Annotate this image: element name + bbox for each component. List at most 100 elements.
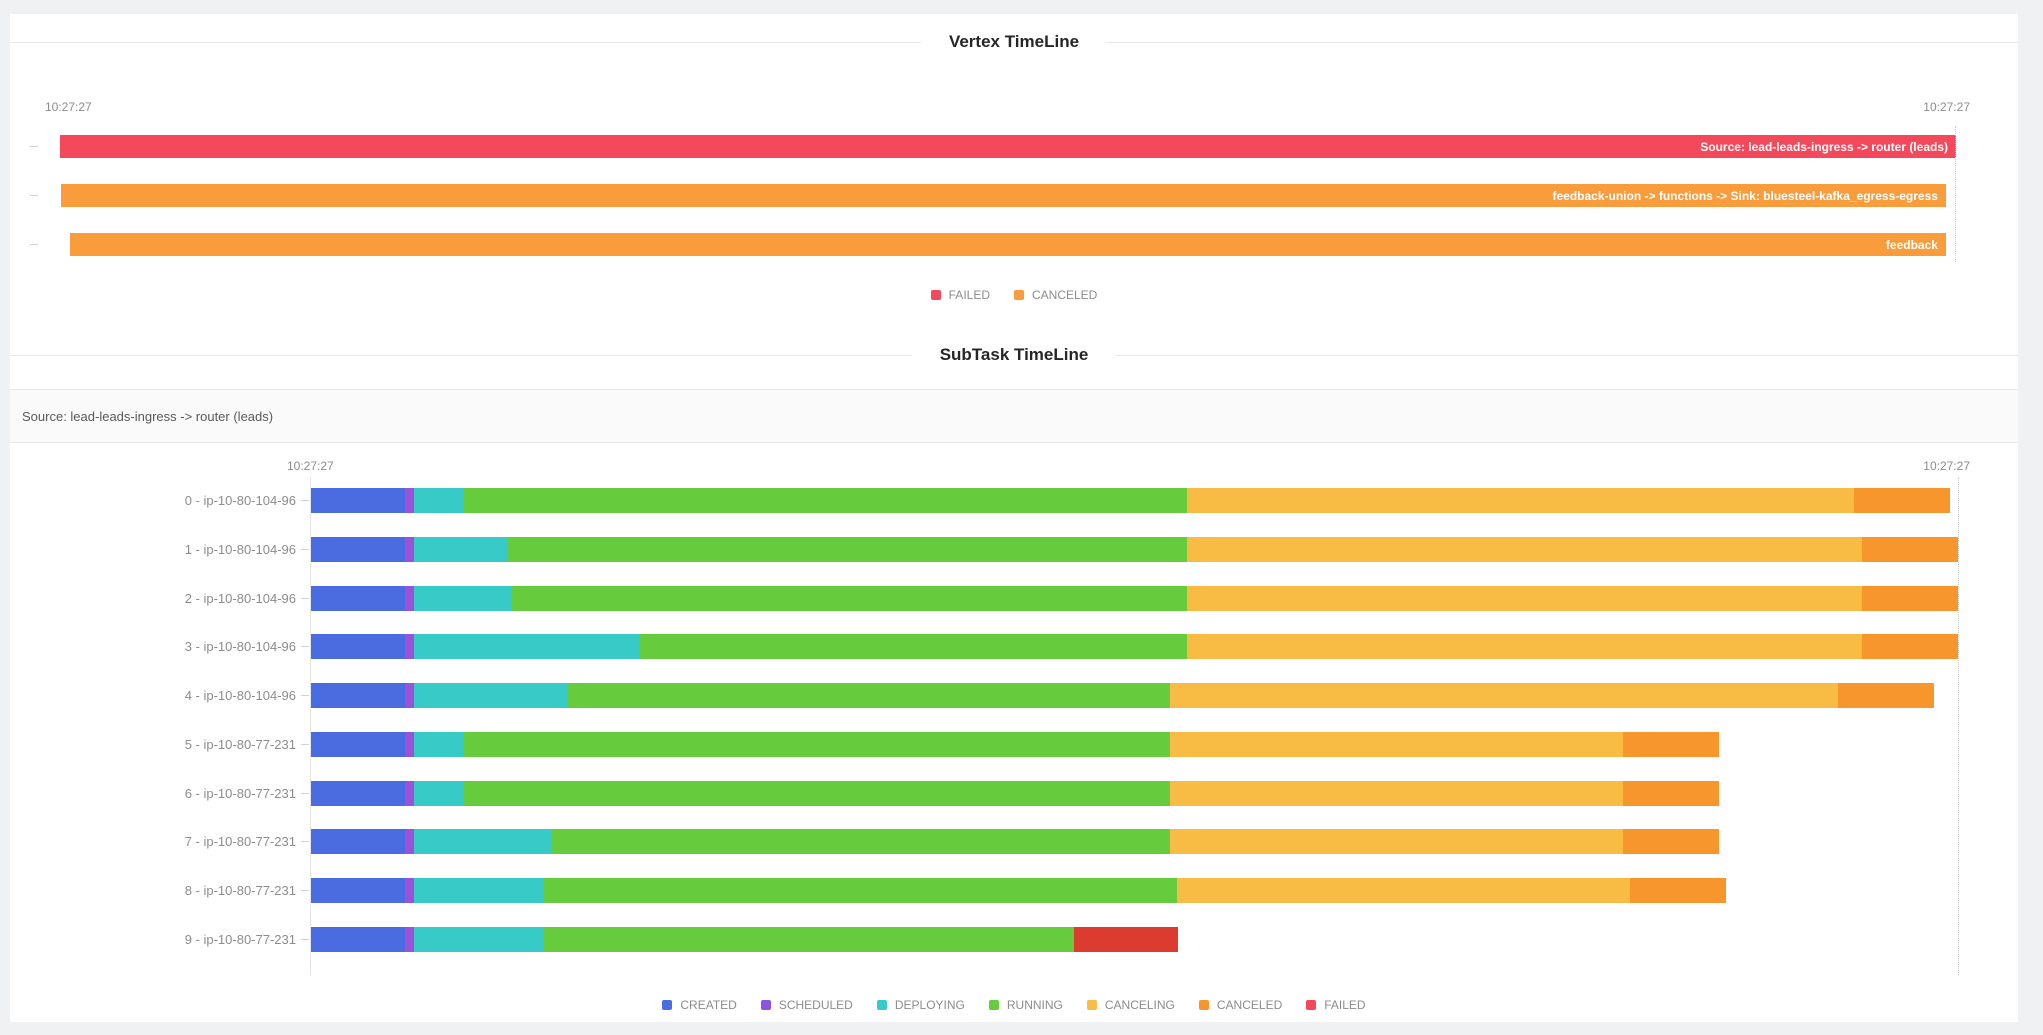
subtask-segment-canceled[interactable]: [1854, 488, 1950, 513]
subtask-segment-created[interactable]: [311, 829, 405, 854]
subtask-row-labels: 0 - ip-10-80-104-96 1 - ip-10-80-104-96 2 …: [60, 488, 296, 953]
subtask-row-label: 0 - ip-10-80-104-96: [184, 493, 296, 508]
subtask-segment-canceling[interactable]: [1169, 683, 1839, 708]
subtask-segment-scheduled[interactable]: [404, 781, 414, 806]
subtask-axis-end-dotted-line: [1958, 477, 1959, 975]
legend-item-created[interactable]: CREATED: [662, 998, 737, 1012]
legend-item-failed[interactable]: FAILED: [1306, 998, 1366, 1012]
subtask-segment-deploying[interactable]: [413, 634, 639, 659]
subtask-segment-deploying[interactable]: [413, 829, 551, 854]
legend-item-scheduled[interactable]: SCHEDULED: [760, 998, 853, 1012]
subtask-segment-running[interactable]: [462, 488, 1187, 513]
subtask-row: [311, 488, 1958, 513]
legend-label: FAILED: [1324, 998, 1366, 1012]
subtask-segment-created[interactable]: [311, 781, 405, 806]
subtask-segment-deploying[interactable]: [413, 537, 508, 562]
legend-label: RUNNING: [1006, 998, 1063, 1012]
legend-swatch: [1086, 1000, 1097, 1010]
subtask-segment-canceled[interactable]: [1861, 537, 1958, 562]
subtask-row-label: 2 - ip-10-80-104-96: [184, 591, 296, 606]
subtask-segment-scheduled[interactable]: [404, 732, 414, 757]
subtask-segment-running[interactable]: [542, 927, 1074, 952]
subtask-segment-canceling[interactable]: [1186, 537, 1862, 562]
subtask-row-label: 7 - ip-10-80-77-231: [184, 834, 296, 849]
subtask-segment-scheduled[interactable]: [404, 488, 414, 513]
subtask-segment-created[interactable]: [311, 488, 405, 513]
subtask-segment-created[interactable]: [311, 586, 405, 611]
subtask-row: [311, 927, 1958, 952]
vertex-bar[interactable]: feedback: [70, 233, 1946, 256]
subtask-row: [311, 586, 1958, 611]
axis-tick-dash: [301, 695, 309, 696]
timeline-card: [10, 14, 2018, 1022]
subtask-segment-created[interactable]: [311, 878, 405, 903]
subtask-segment-canceled[interactable]: [1861, 586, 1958, 611]
subtask-segment-canceled[interactable]: [1623, 829, 1720, 854]
subtask-segment-canceled[interactable]: [1861, 634, 1958, 659]
subtask-segment-scheduled[interactable]: [404, 634, 414, 659]
subtask-section-divider: SubTask TimeLine: [10, 344, 2019, 366]
vertex-bar-label: feedback-union -> functions -> Sink: blu…: [1552, 188, 1938, 203]
legend-item-failed[interactable]: FAILED: [930, 288, 990, 302]
subtask-row-label: 4 - ip-10-80-104-96: [184, 688, 296, 703]
subtask-segment-canceling[interactable]: [1186, 634, 1862, 659]
axis-tick-dash: [301, 549, 309, 550]
vertex-bar[interactable]: feedback-union -> functions -> Sink: blu…: [60, 184, 1946, 207]
subtask-segment-canceling[interactable]: [1169, 829, 1624, 854]
subtask-segment-canceling[interactable]: [1177, 878, 1631, 903]
subtask-segment-deploying[interactable]: [413, 683, 568, 708]
subtask-segment-deploying[interactable]: [413, 781, 463, 806]
subtask-segment-running[interactable]: [462, 781, 1170, 806]
subtask-segment-running[interactable]: [542, 878, 1178, 903]
legend-item-canceled[interactable]: CANCELED: [1014, 288, 1097, 302]
subtask-segment-scheduled[interactable]: [404, 683, 414, 708]
subtask-segment-deploying[interactable]: [413, 878, 543, 903]
subtask-header-bar: Source: lead-leads-ingress -> router (le…: [10, 389, 2018, 443]
subtask-segment-scheduled[interactable]: [404, 927, 414, 952]
axis-tick-dash: [301, 939, 309, 940]
subtask-segment-running[interactable]: [638, 634, 1187, 659]
subtask-segment-running[interactable]: [510, 586, 1187, 611]
subtask-segment-running[interactable]: [507, 537, 1187, 562]
subtask-segment-scheduled[interactable]: [404, 537, 414, 562]
vertex-bar[interactable]: Source: lead-leads-ingress -> router (le…: [60, 135, 1956, 158]
subtask-segment-canceled[interactable]: [1623, 732, 1720, 757]
subtask-segment-scheduled[interactable]: [404, 878, 414, 903]
subtask-segment-deploying[interactable]: [413, 732, 463, 757]
subtask-segment-canceled[interactable]: [1838, 683, 1934, 708]
subtask-segment-created[interactable]: [311, 732, 405, 757]
subtask-segment-canceling[interactable]: [1186, 488, 1855, 513]
subtask-segment-created[interactable]: [311, 927, 405, 952]
subtask-segment-scheduled[interactable]: [404, 829, 414, 854]
subtask-segment-scheduled[interactable]: [404, 586, 414, 611]
legend-item-running[interactable]: RUNNING: [988, 998, 1063, 1012]
subtask-segment-canceling[interactable]: [1186, 586, 1862, 611]
axis-tick-dash: [301, 841, 309, 842]
subtask-segment-canceled[interactable]: [1630, 878, 1727, 903]
subtask-segment-created[interactable]: [311, 537, 405, 562]
legend-item-canceled[interactable]: CANCELED: [1198, 998, 1282, 1012]
subtask-segment-deploying[interactable]: [413, 927, 543, 952]
vertex-bar-label: feedback: [1885, 237, 1938, 252]
subtask-segment-created[interactable]: [311, 634, 405, 659]
subtask-row: [311, 878, 1958, 903]
subtask-segment-created[interactable]: [311, 683, 405, 708]
subtask-segment-canceled[interactable]: [1623, 781, 1720, 806]
subtask-segment-canceling[interactable]: [1169, 732, 1624, 757]
subtask-segment-failed[interactable]: [1073, 927, 1179, 952]
legend-item-deploying[interactable]: DEPLOYING: [876, 998, 965, 1012]
subtask-segment-running[interactable]: [462, 732, 1170, 757]
legend-item-canceling[interactable]: CANCELING: [1086, 998, 1175, 1012]
legend-swatch: [930, 290, 941, 300]
legend-label: FAILED: [948, 288, 990, 302]
subtask-row: [311, 781, 1958, 806]
subtask-segment-running[interactable]: [567, 683, 1170, 708]
subtask-segment-deploying[interactable]: [413, 586, 511, 611]
subtask-row-label: 8 - ip-10-80-77-231: [184, 883, 296, 898]
subtask-segment-canceling[interactable]: [1169, 781, 1624, 806]
subtask-axis-ticks: [301, 488, 309, 953]
legend-swatch: [1014, 290, 1024, 300]
subtask-segment-deploying[interactable]: [413, 488, 463, 513]
vertex-axis-ticks: [30, 135, 38, 265]
subtask-segment-running[interactable]: [550, 829, 1170, 854]
